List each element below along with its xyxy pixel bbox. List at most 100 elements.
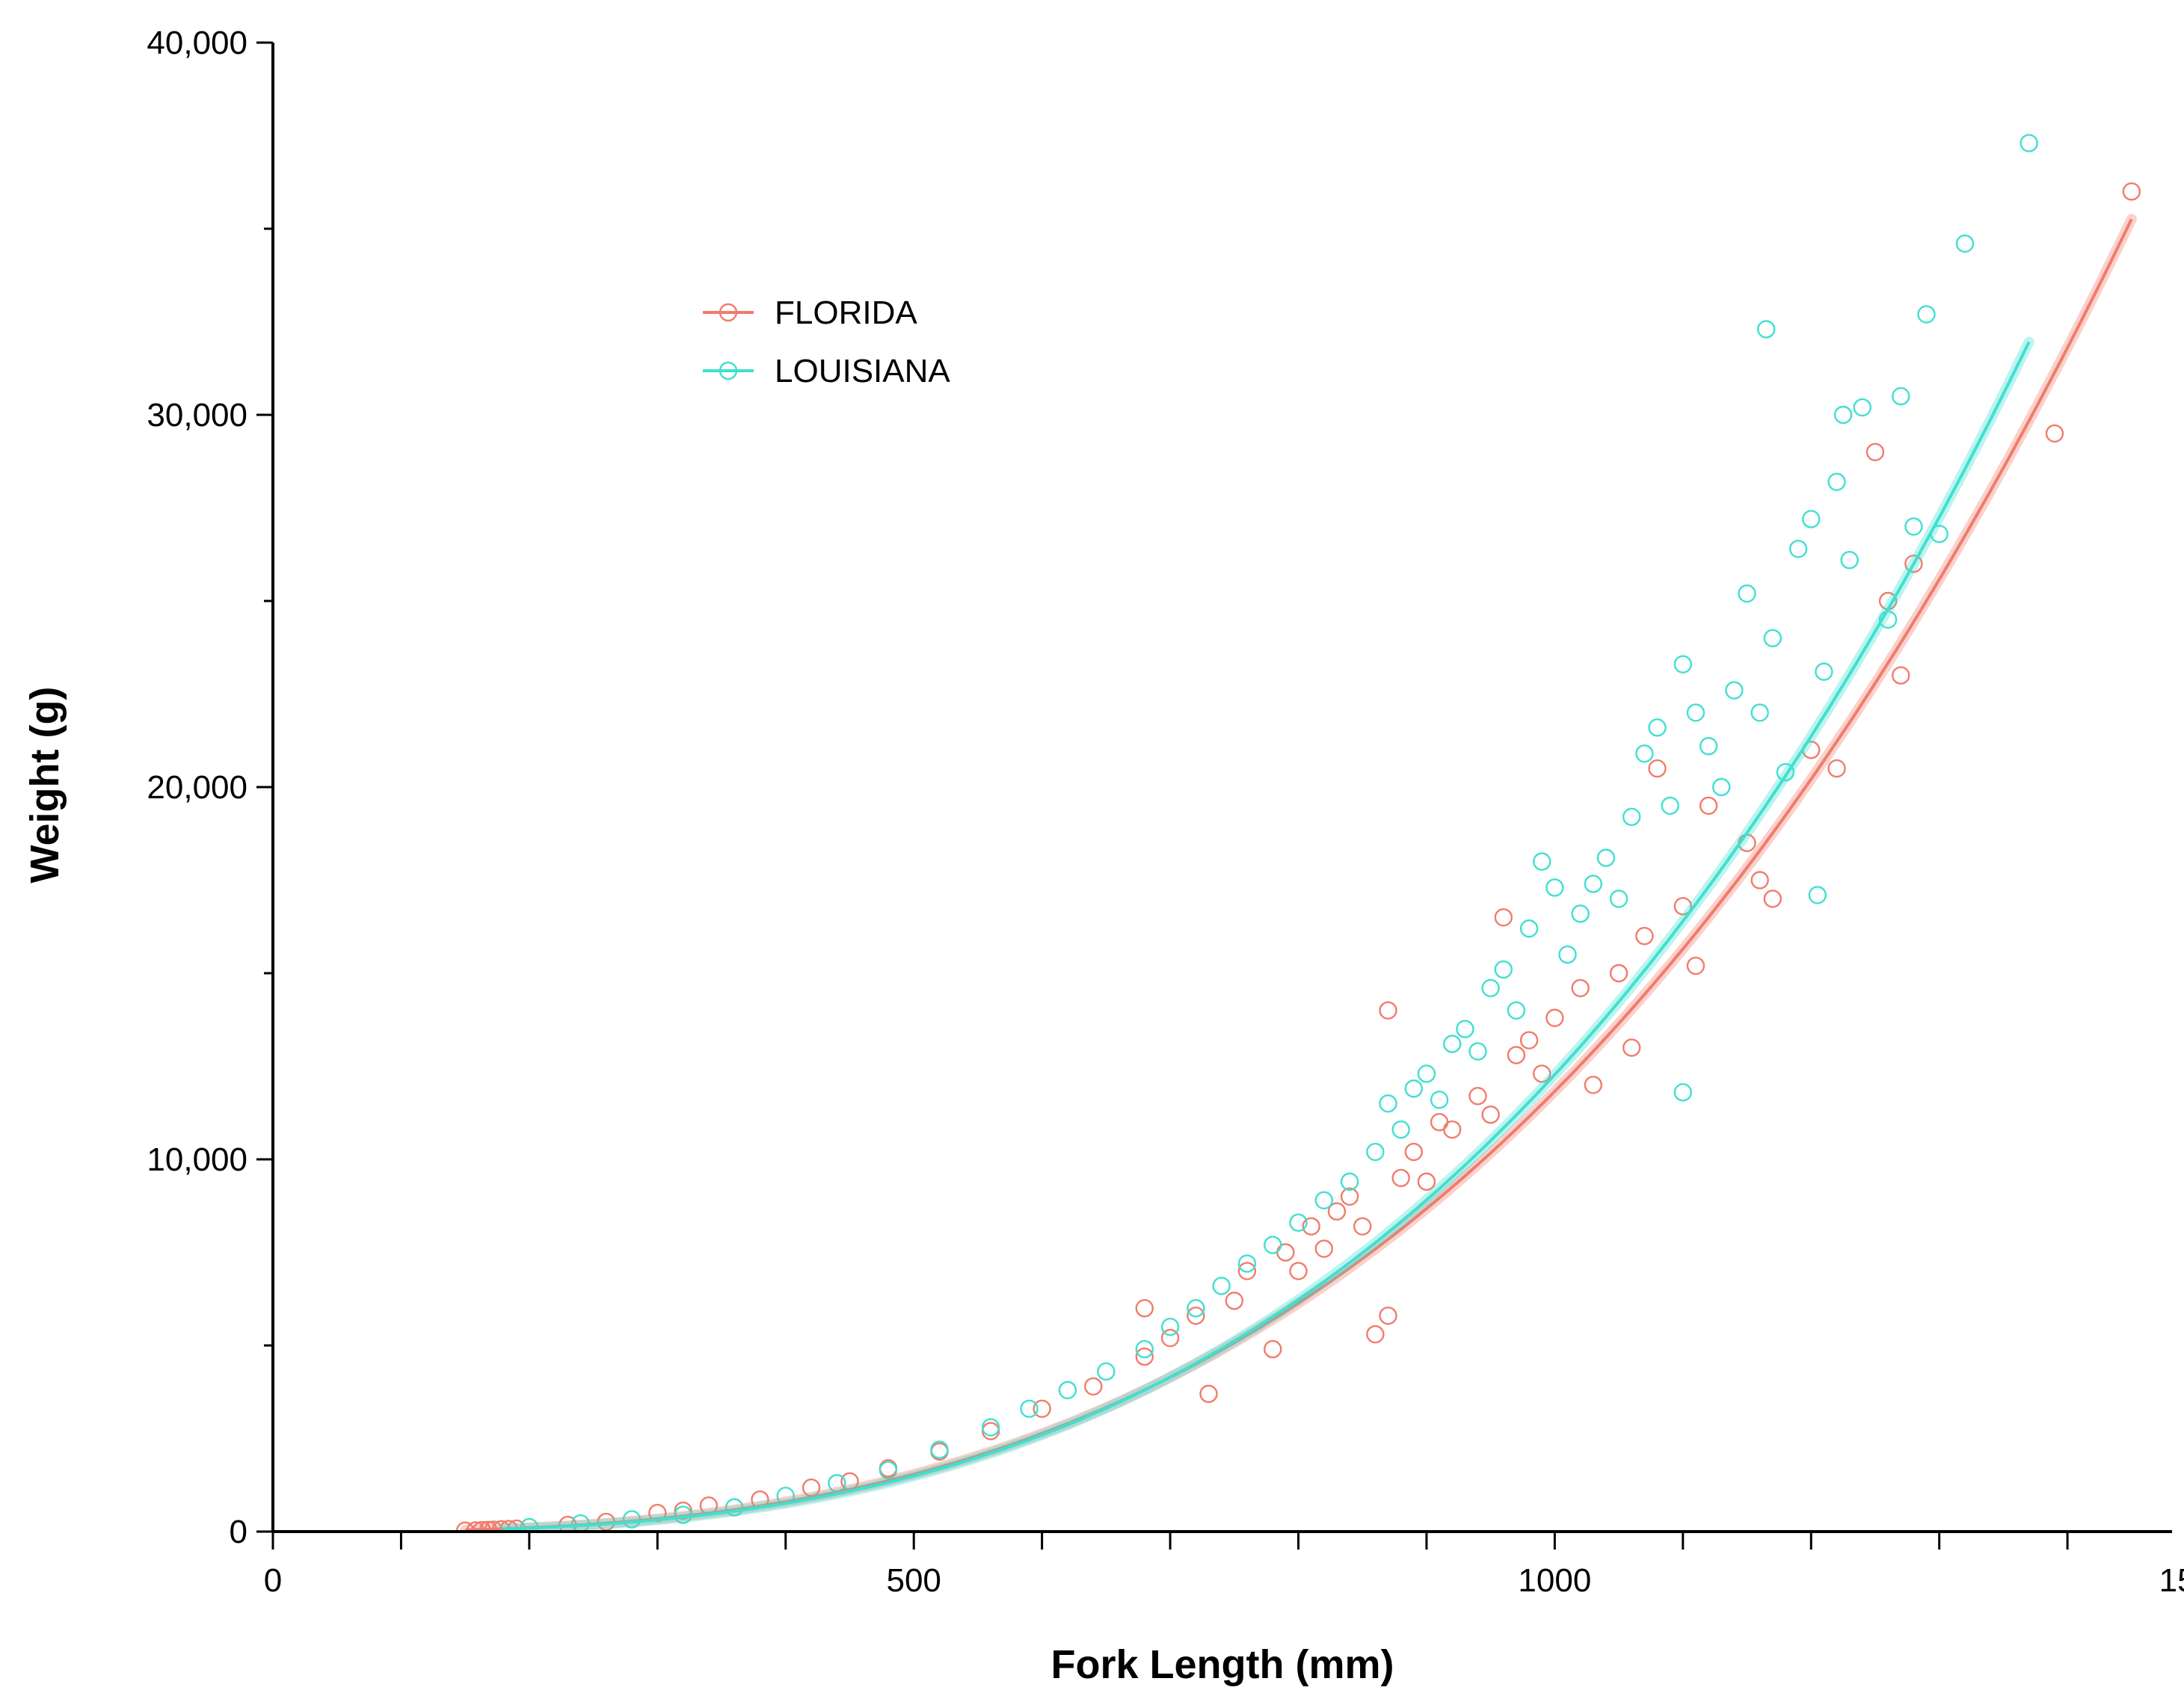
data-point bbox=[1833, 405, 1853, 425]
data-point bbox=[1686, 956, 1705, 975]
data-point bbox=[1199, 1384, 1218, 1403]
data-point bbox=[1404, 1142, 1423, 1162]
data-point bbox=[1468, 1087, 1487, 1106]
data-point bbox=[1212, 1277, 1231, 1295]
data-point bbox=[1571, 978, 1590, 998]
data-point bbox=[1366, 1325, 1385, 1344]
data-point bbox=[1584, 875, 1603, 893]
data-point bbox=[1827, 472, 1846, 491]
data-point bbox=[1750, 703, 1769, 722]
data-point bbox=[1609, 890, 1628, 908]
fit-band-louisiana bbox=[498, 336, 2034, 1532]
data-point bbox=[1776, 762, 1795, 782]
data-point bbox=[1571, 904, 1590, 923]
data-point bbox=[1917, 305, 1936, 324]
data-point bbox=[930, 1440, 949, 1459]
data-point bbox=[1340, 1187, 1359, 1206]
data-point bbox=[1763, 890, 1782, 908]
data-point bbox=[674, 1501, 692, 1520]
data-point bbox=[1507, 1001, 1526, 1020]
data-point bbox=[1314, 1239, 1333, 1258]
data-point bbox=[1302, 1217, 1320, 1236]
data-point bbox=[1853, 398, 1872, 417]
data-point bbox=[1904, 517, 1923, 536]
data-point bbox=[1840, 551, 1859, 570]
data-point bbox=[1327, 1202, 1347, 1221]
data-point bbox=[1955, 234, 1975, 253]
data-point bbox=[1533, 1064, 1551, 1083]
data-point bbox=[1815, 662, 1833, 681]
data-point bbox=[1430, 1112, 1449, 1132]
legend-label: LOUISIANA bbox=[775, 353, 950, 389]
data-point bbox=[1609, 964, 1628, 983]
data-point bbox=[1135, 1298, 1154, 1318]
data-point bbox=[1237, 1262, 1257, 1280]
data-point bbox=[1827, 759, 1846, 778]
data-point bbox=[1340, 1172, 1359, 1191]
data-point bbox=[1289, 1262, 1308, 1280]
data-point bbox=[1033, 1399, 1051, 1418]
data-point bbox=[1391, 1168, 1410, 1188]
data-point bbox=[1135, 1339, 1154, 1359]
data-point bbox=[1020, 1399, 1039, 1418]
data-point bbox=[1417, 1064, 1436, 1083]
data-point bbox=[1533, 852, 1551, 871]
data-point bbox=[1468, 1042, 1487, 1061]
data-point bbox=[1635, 744, 1654, 763]
data-point bbox=[1699, 796, 1718, 815]
legend-marker-swatch bbox=[719, 361, 738, 380]
scatter-points bbox=[455, 134, 2141, 1532]
data-point bbox=[1276, 1243, 1295, 1262]
data-point bbox=[1808, 886, 1827, 904]
y-tick-label: 40,000 bbox=[147, 25, 247, 61]
data-point bbox=[1750, 871, 1769, 890]
data-point bbox=[1904, 555, 1923, 573]
data-point bbox=[1481, 978, 1500, 998]
data-point bbox=[1648, 718, 1667, 737]
data-point bbox=[1648, 759, 1667, 778]
data-point bbox=[1264, 1339, 1282, 1359]
data-point bbox=[1519, 1031, 1539, 1049]
fit-line-florida bbox=[465, 218, 2133, 1532]
legend-label: FLORIDA bbox=[775, 295, 917, 331]
data-point bbox=[981, 1418, 1000, 1437]
y-axis-ticks: 0 10,000 20,000 30,000 40,000 bbox=[147, 25, 273, 1550]
data-point bbox=[1584, 1076, 1603, 1094]
data-point bbox=[1443, 1035, 1462, 1053]
data-point bbox=[1187, 1306, 1205, 1325]
data-point bbox=[1494, 960, 1513, 979]
data-point bbox=[2020, 134, 2038, 152]
data-point bbox=[1788, 540, 1808, 558]
data-point bbox=[1160, 1328, 1180, 1348]
data-point bbox=[1545, 1008, 1564, 1027]
data-point bbox=[1865, 443, 1885, 461]
x-tick-label: 1000 bbox=[1518, 1562, 1591, 1599]
y-axis-title: Weight (g) bbox=[22, 687, 67, 884]
data-point bbox=[1160, 1317, 1180, 1336]
data-point bbox=[1507, 1046, 1526, 1064]
data-point bbox=[1456, 1020, 1474, 1038]
data-point bbox=[1558, 945, 1577, 964]
data-point bbox=[1673, 655, 1693, 673]
data-point bbox=[1135, 1347, 1154, 1366]
data-point bbox=[1264, 1236, 1282, 1254]
data-point bbox=[1187, 1298, 1205, 1318]
y-tick-label: 30,000 bbox=[147, 397, 247, 434]
data-point bbox=[1673, 1083, 1693, 1102]
data-point bbox=[1519, 919, 1539, 938]
data-point bbox=[879, 1461, 898, 1480]
data-point bbox=[1443, 1120, 1462, 1139]
y-tick-label: 10,000 bbox=[147, 1141, 247, 1178]
data-point bbox=[1635, 926, 1654, 946]
fit-band-florida bbox=[460, 214, 2137, 1532]
data-point bbox=[1892, 386, 1910, 406]
data-point bbox=[1430, 1091, 1449, 1109]
data-point bbox=[1391, 1120, 1410, 1139]
fit-curves bbox=[460, 214, 2137, 1532]
data-point bbox=[1494, 908, 1513, 927]
data-point bbox=[1366, 1142, 1385, 1162]
data-point bbox=[2045, 424, 2064, 443]
data-point bbox=[2122, 182, 2141, 201]
data-point bbox=[1225, 1292, 1243, 1310]
